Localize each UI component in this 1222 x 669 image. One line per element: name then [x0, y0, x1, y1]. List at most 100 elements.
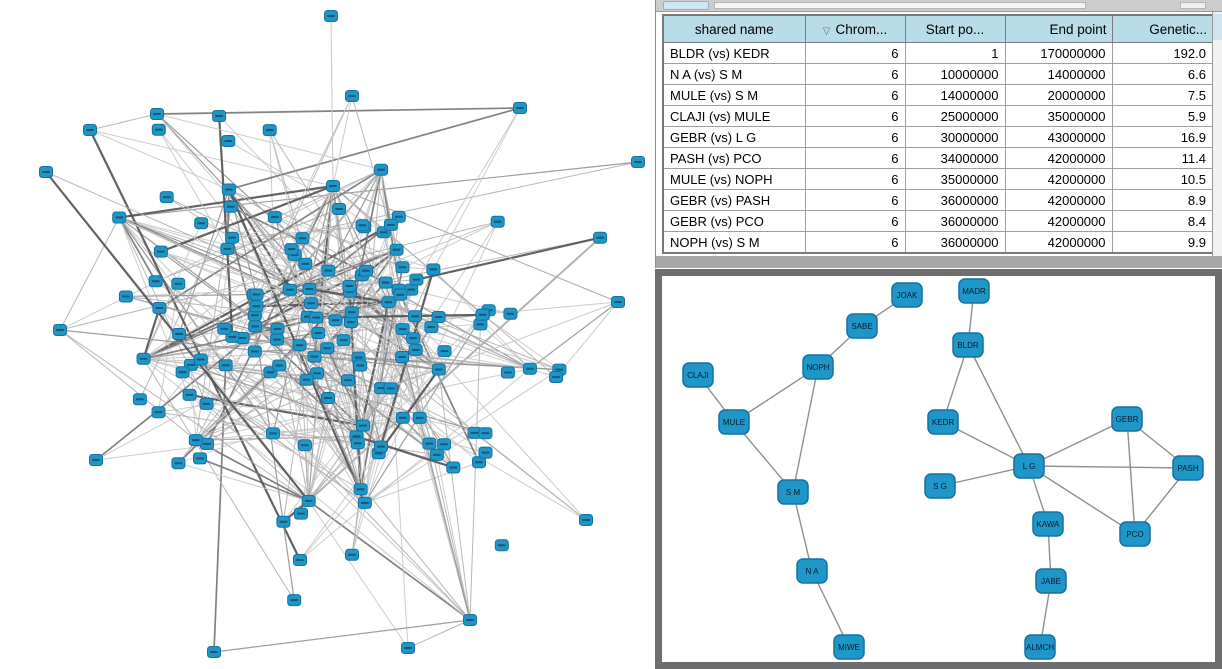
edge[interactable] [89, 129, 334, 187]
scrollbar-track[interactable] [714, 2, 1086, 9]
table-tab[interactable] [663, 1, 709, 10]
edge[interactable] [304, 169, 382, 265]
edge[interactable] [118, 217, 208, 445]
node-MULE[interactable]: MULE [718, 409, 750, 435]
node[interactable] [193, 353, 208, 366]
edge[interactable] [231, 169, 382, 239]
node[interactable] [401, 642, 415, 654]
edge[interactable] [308, 500, 471, 621]
edge[interactable] [438, 301, 619, 370]
node[interactable] [344, 306, 359, 319]
table-cell[interactable]: 1 [904, 42, 1006, 64]
table-cell[interactable]: MULE (vs) S M [662, 84, 806, 106]
node[interactable] [473, 318, 488, 331]
edge[interactable] [357, 357, 382, 447]
node[interactable] [175, 366, 190, 379]
edge[interactable] [469, 324, 481, 621]
node[interactable] [302, 283, 317, 295]
column-header-genetic[interactable]: Genetic... [1111, 14, 1214, 43]
node[interactable] [295, 232, 310, 245]
edge[interactable] [254, 347, 328, 353]
node[interactable] [152, 302, 167, 314]
node[interactable] [324, 10, 338, 22]
edge[interactable] [316, 313, 483, 319]
edge[interactable] [272, 185, 334, 434]
edge[interactable] [182, 371, 274, 434]
node[interactable] [549, 371, 564, 383]
table-cell[interactable]: 42000000 [1004, 147, 1113, 169]
table-cell[interactable]: 6 [804, 147, 906, 169]
node[interactable] [381, 296, 396, 309]
node[interactable] [171, 457, 186, 470]
edge[interactable] [143, 339, 278, 360]
node-KAWA[interactable]: KAWA [1032, 511, 1064, 537]
edge[interactable] [253, 294, 486, 454]
node[interactable] [631, 156, 645, 168]
table-cell[interactable]: 8.4 [1111, 210, 1214, 232]
table-cell[interactable]: 42000000 [1004, 189, 1113, 211]
table-cell[interactable]: 6 [804, 84, 906, 106]
edge[interactable] [190, 364, 197, 441]
edge[interactable] [356, 435, 454, 469]
edge[interactable] [59, 217, 120, 331]
table-horizontal-scrollbar[interactable] [656, 0, 1222, 12]
node[interactable] [207, 646, 221, 658]
node[interactable] [383, 218, 398, 231]
edge[interactable] [356, 309, 490, 437]
table-row[interactable]: GEBR (vs) PASH 6 36000000 42000000 8.9 [662, 189, 1214, 211]
node[interactable] [522, 362, 537, 375]
node[interactable] [463, 614, 477, 626]
edge[interactable] [178, 462, 309, 502]
node[interactable] [478, 446, 493, 459]
edge[interactable] [118, 217, 416, 351]
node-PASH[interactable]: PASH [1172, 455, 1204, 481]
node[interactable] [393, 288, 408, 301]
edge[interactable] [213, 619, 471, 653]
edge[interactable] [291, 248, 445, 445]
edge[interactable] [364, 356, 403, 504]
node[interactable] [217, 322, 232, 335]
edge[interactable] [232, 301, 619, 338]
table-cell[interactable]: 36000000 [904, 231, 1006, 254]
node[interactable] [112, 211, 127, 224]
table-cell[interactable]: 6 [804, 42, 906, 64]
node[interactable] [328, 314, 343, 327]
node[interactable] [248, 320, 263, 333]
edge[interactable] [254, 326, 295, 601]
edge[interactable] [304, 445, 310, 501]
edge[interactable] [119, 161, 639, 219]
edge[interactable] [118, 217, 157, 282]
table-row[interactable]: BLDR (vs) KEDR 6 1 170000000 192.0 [662, 42, 1214, 64]
node[interactable] [478, 427, 493, 440]
edge[interactable] [482, 314, 560, 371]
table-cell[interactable]: 6.6 [1111, 63, 1214, 85]
node[interactable] [611, 296, 625, 308]
node[interactable] [309, 311, 324, 324]
node[interactable] [199, 397, 214, 410]
node[interactable] [336, 334, 351, 347]
edge[interactable] [225, 95, 353, 366]
node[interactable] [344, 316, 358, 329]
edge[interactable] [276, 328, 358, 437]
table-cell[interactable]: 35000000 [1004, 105, 1113, 127]
node-CLAJI[interactable]: CLAJI [682, 362, 714, 388]
edge[interactable] [125, 293, 254, 298]
column-header-shared-name[interactable]: shared name [662, 14, 806, 43]
node[interactable] [409, 273, 424, 286]
node[interactable] [148, 275, 163, 288]
node-NOPH[interactable]: NOPH [802, 354, 834, 380]
edge[interactable] [349, 285, 531, 370]
node[interactable] [374, 440, 388, 453]
edge-LG-PASH[interactable] [1028, 465, 1189, 469]
node[interactable] [593, 231, 608, 244]
table-cell[interactable]: 7.5 [1111, 84, 1214, 106]
node[interactable] [272, 359, 287, 372]
node[interactable] [193, 452, 207, 465]
node[interactable] [282, 283, 297, 296]
edge[interactable] [314, 356, 438, 456]
node-BLDR[interactable]: BLDR [952, 332, 984, 358]
scrollbar-thumb[interactable] [1180, 2, 1206, 9]
node[interactable] [408, 343, 423, 356]
edge[interactable] [310, 169, 382, 304]
node[interactable] [159, 191, 174, 204]
